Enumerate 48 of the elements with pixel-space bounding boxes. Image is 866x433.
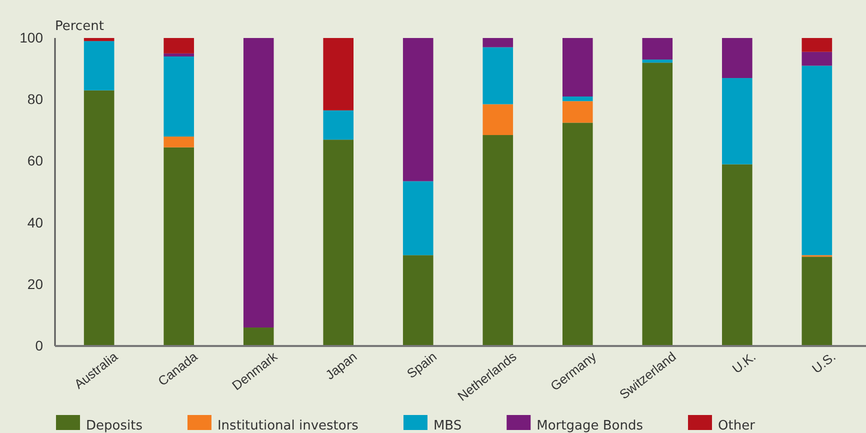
legend-label: Mortgage Bonds	[536, 418, 644, 433]
y-tick-label: 0	[35, 337, 44, 354]
y-tick-label: 20	[27, 276, 44, 292]
bar	[84, 41, 114, 90]
bar	[562, 101, 593, 123]
bar	[164, 38, 194, 54]
bar	[402, 255, 434, 346]
bar	[802, 38, 832, 52]
bar	[722, 164, 752, 346]
y-tick-label: 60	[27, 152, 44, 169]
bar	[562, 96, 593, 102]
y-axis-title: Percent	[55, 19, 104, 34]
bar	[802, 66, 832, 256]
bar	[482, 47, 514, 104]
bar	[562, 38, 593, 97]
bar	[84, 38, 114, 42]
x-tick-label: U.S.	[809, 348, 838, 376]
bar	[562, 122, 593, 346]
bar	[802, 256, 832, 346]
bar	[482, 104, 514, 136]
legend-label: MBS	[433, 418, 462, 433]
bar	[84, 90, 114, 346]
bar	[164, 53, 194, 56]
legend-label: Deposits	[86, 418, 143, 433]
bar	[402, 38, 434, 182]
bar	[243, 328, 274, 346]
bar	[642, 62, 673, 346]
bar	[482, 38, 514, 48]
bar	[642, 60, 673, 63]
bar	[164, 56, 194, 137]
legend-label: Other	[718, 418, 756, 433]
bar	[323, 38, 354, 110]
bar	[802, 52, 832, 66]
bar	[402, 181, 434, 256]
bar	[323, 110, 354, 140]
bar	[722, 38, 752, 78]
y-tick-label: 80	[27, 91, 44, 108]
bar	[243, 38, 274, 328]
bar	[722, 78, 752, 164]
bar	[323, 140, 354, 346]
bar	[482, 135, 514, 346]
bar	[642, 38, 673, 60]
bar	[164, 147, 194, 346]
y-tick-label: 100	[20, 29, 44, 46]
y-tick-label: 40	[27, 214, 44, 230]
bar	[164, 136, 194, 148]
legend-label: Institutional investors	[217, 418, 359, 433]
x-tick-label: U.K.	[729, 348, 759, 376]
